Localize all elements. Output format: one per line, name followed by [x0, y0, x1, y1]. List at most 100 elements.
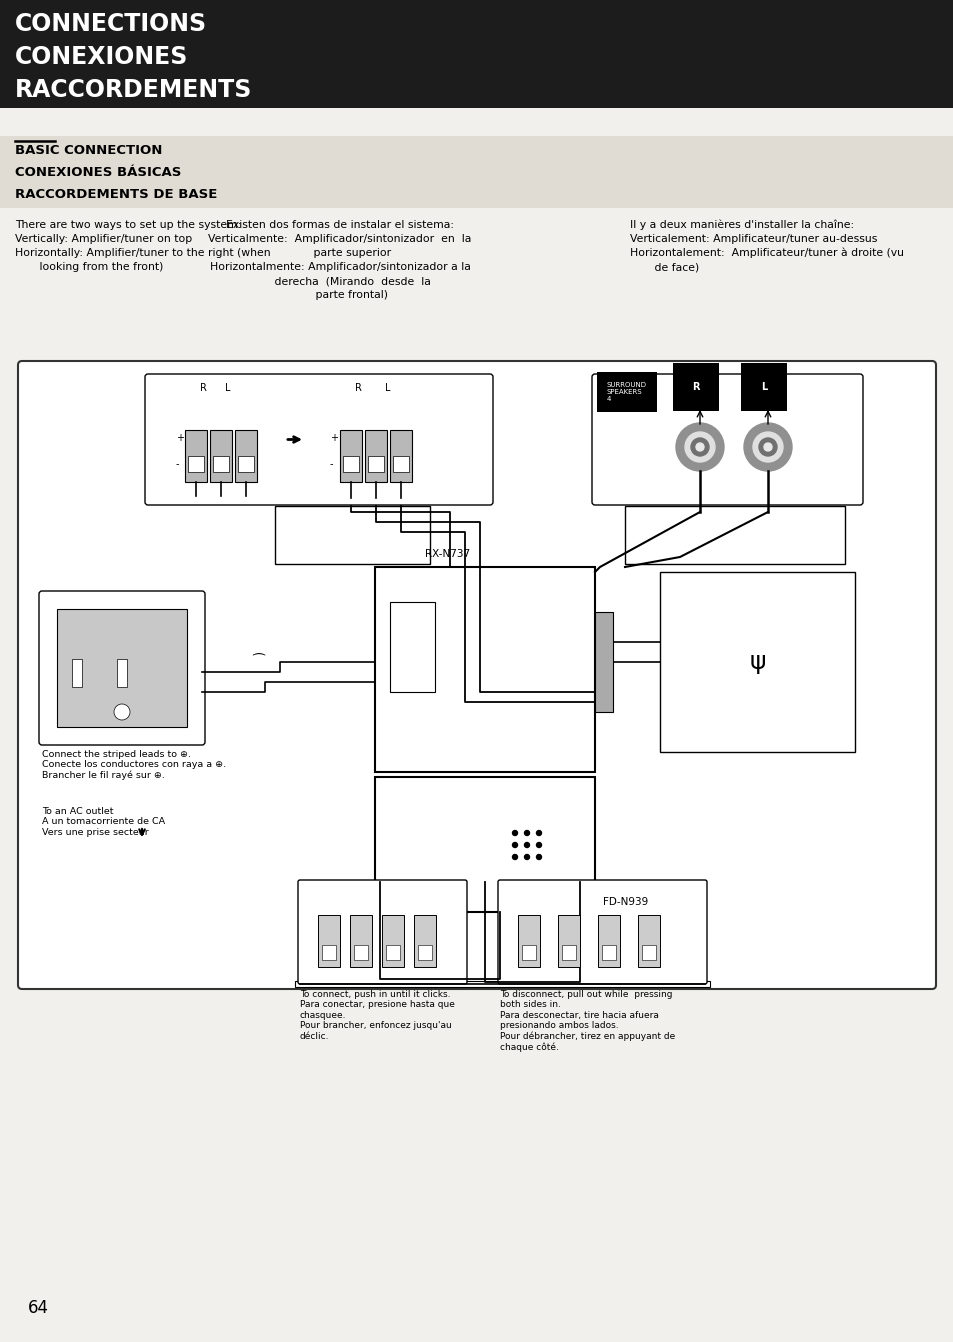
- Bar: [624, 506, 844, 564]
- Text: Existen dos formas de instalar el sistema:: Existen dos formas de instalar el sistem…: [226, 220, 454, 229]
- Circle shape: [536, 831, 541, 836]
- Text: parte superior: parte superior: [289, 248, 391, 258]
- Bar: [601, 945, 616, 960]
- FancyBboxPatch shape: [297, 880, 467, 984]
- Text: -: -: [175, 459, 179, 468]
- Bar: [368, 456, 384, 472]
- Circle shape: [524, 831, 529, 836]
- Text: Horizontalement:  Amplificateur/tuner à droite (vu: Horizontalement: Amplificateur/tuner à d…: [629, 248, 903, 259]
- Circle shape: [512, 855, 517, 859]
- Bar: [57, 609, 187, 727]
- Bar: [343, 456, 358, 472]
- Bar: [237, 456, 253, 472]
- FancyBboxPatch shape: [145, 374, 493, 505]
- Text: CONNECTIONS: CONNECTIONS: [15, 12, 207, 36]
- Text: SURROUND
SPEAKERS
4: SURROUND SPEAKERS 4: [606, 382, 646, 403]
- Text: Connect the striped leads to ⊕.
Conecte los conductores con raya a ⊕.
Brancher l: Connect the striped leads to ⊕. Conecte …: [42, 750, 226, 781]
- Text: To disconnect, pull out while  pressing
both sides in.
Para desconectar, tire ha: To disconnect, pull out while pressing b…: [499, 990, 675, 1052]
- Bar: [117, 659, 127, 687]
- Bar: [386, 945, 399, 960]
- Text: derecha  (Mirando  desde  la: derecha (Mirando desde la: [250, 276, 430, 286]
- Bar: [188, 456, 204, 472]
- Bar: [381, 915, 403, 968]
- Text: +: +: [330, 433, 337, 443]
- Bar: [375, 777, 595, 913]
- Bar: [350, 915, 372, 968]
- Text: Il y a deux manières d'installer la chaîne:: Il y a deux manières d'installer la chaî…: [629, 220, 853, 231]
- Bar: [659, 572, 854, 752]
- Bar: [390, 603, 435, 692]
- Text: L: L: [385, 382, 390, 393]
- Bar: [274, 506, 430, 564]
- Text: Verticalement: Amplificateur/tuner au-dessus: Verticalement: Amplificateur/tuner au-de…: [629, 234, 877, 244]
- Bar: [517, 915, 539, 968]
- Text: parte frontal): parte frontal): [292, 290, 388, 301]
- Text: ψ: ψ: [748, 650, 765, 674]
- Bar: [393, 456, 409, 472]
- Circle shape: [524, 855, 529, 859]
- Text: L: L: [225, 382, 231, 393]
- Bar: [561, 945, 576, 960]
- Circle shape: [690, 437, 708, 456]
- Bar: [71, 659, 82, 687]
- Circle shape: [113, 705, 130, 721]
- Bar: [417, 945, 432, 960]
- Bar: [210, 429, 232, 482]
- Text: RACCORDEMENTS DE BASE: RACCORDEMENTS DE BASE: [15, 188, 217, 201]
- Text: +: +: [175, 433, 184, 443]
- Bar: [641, 945, 656, 960]
- Bar: [322, 945, 335, 960]
- Circle shape: [524, 843, 529, 848]
- Bar: [213, 456, 229, 472]
- Bar: [521, 945, 536, 960]
- Circle shape: [759, 437, 776, 456]
- Bar: [558, 915, 579, 968]
- Circle shape: [676, 423, 723, 471]
- Text: RX-N737: RX-N737: [424, 549, 470, 560]
- FancyBboxPatch shape: [497, 880, 706, 984]
- Circle shape: [763, 443, 771, 451]
- Bar: [339, 429, 361, 482]
- Text: R: R: [200, 382, 207, 393]
- Circle shape: [536, 855, 541, 859]
- Circle shape: [536, 843, 541, 848]
- Text: Verticalmente:  Amplificador/sintonizador  en  la: Verticalmente: Amplificador/sintonizador…: [208, 234, 471, 244]
- Circle shape: [696, 443, 703, 451]
- Bar: [365, 429, 387, 482]
- Text: To an AC outlet
A un tomacorriente de CA
Vers une prise secteur: To an AC outlet A un tomacorriente de CA…: [42, 807, 165, 837]
- Circle shape: [512, 831, 517, 836]
- Bar: [598, 915, 619, 968]
- Bar: [595, 612, 613, 713]
- Text: There are two ways to set up the system:: There are two ways to set up the system:: [15, 220, 241, 229]
- Text: L: L: [760, 382, 766, 392]
- Bar: [390, 429, 412, 482]
- Text: -: -: [330, 459, 334, 468]
- Bar: [0, 136, 953, 208]
- Text: To connect, push in until it clicks.
Para conectar, presione hasta que
chasquee.: To connect, push in until it clicks. Par…: [299, 990, 455, 1040]
- Text: de face): de face): [629, 262, 699, 272]
- Bar: [375, 568, 595, 772]
- Circle shape: [743, 423, 791, 471]
- FancyBboxPatch shape: [592, 374, 862, 505]
- FancyBboxPatch shape: [18, 361, 935, 989]
- Circle shape: [684, 432, 714, 462]
- Text: Vertically: Amplifier/tuner on top: Vertically: Amplifier/tuner on top: [15, 234, 193, 244]
- Text: Horizontally: Amplifier/tuner to the right (when: Horizontally: Amplifier/tuner to the rig…: [15, 248, 271, 258]
- Bar: [638, 915, 659, 968]
- Bar: [185, 429, 207, 482]
- Circle shape: [752, 432, 782, 462]
- Text: Horizontalmente: Amplificador/sintonizador a la: Horizontalmente: Amplificador/sintonizad…: [210, 262, 470, 272]
- Text: BASIC CONNECTION: BASIC CONNECTION: [15, 144, 162, 157]
- Circle shape: [512, 843, 517, 848]
- Text: 64: 64: [28, 1299, 49, 1317]
- Text: FD-N939: FD-N939: [602, 896, 648, 907]
- Text: looking from the front): looking from the front): [15, 262, 163, 272]
- Bar: [414, 915, 436, 968]
- Text: CONEXIONES: CONEXIONES: [15, 46, 188, 68]
- FancyBboxPatch shape: [39, 590, 205, 745]
- Bar: [294, 981, 709, 986]
- Bar: [354, 945, 368, 960]
- Text: R: R: [692, 382, 699, 392]
- Bar: [317, 915, 339, 968]
- Bar: [234, 429, 256, 482]
